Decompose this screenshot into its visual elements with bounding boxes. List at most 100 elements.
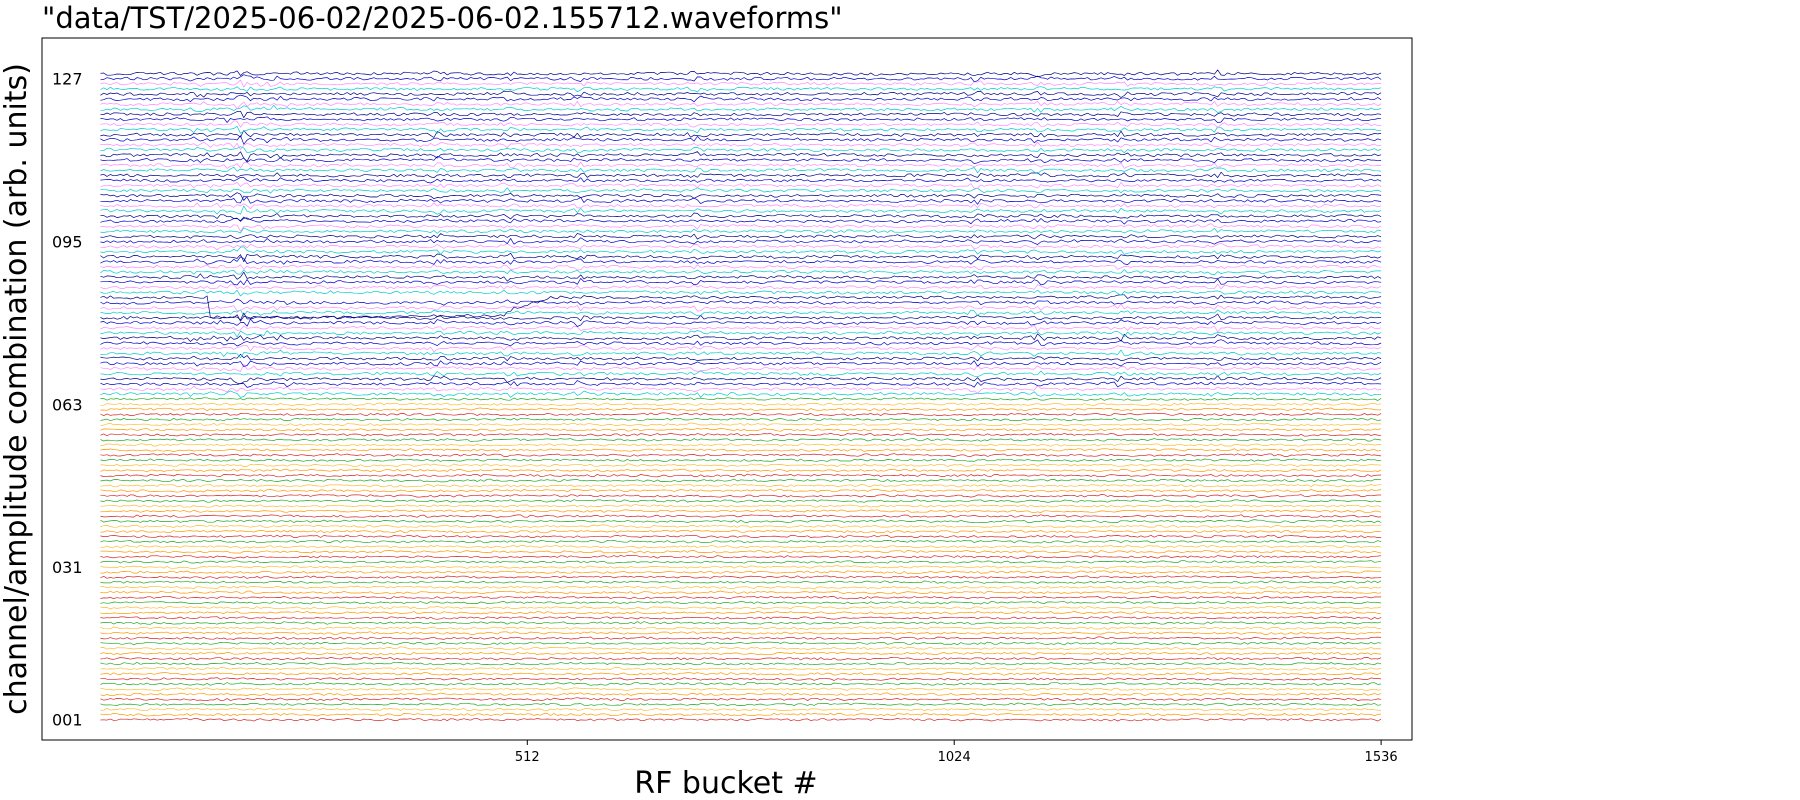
trace-062 bbox=[100, 407, 1382, 412]
trace-068 bbox=[100, 375, 1382, 385]
trace-022 bbox=[100, 611, 1382, 615]
trace-025 bbox=[100, 595, 1382, 600]
trace-010 bbox=[100, 671, 1382, 676]
trace-057 bbox=[100, 432, 1382, 437]
trace-group bbox=[100, 69, 1382, 722]
trace-003 bbox=[100, 707, 1382, 712]
y-tick-label: 031 bbox=[52, 558, 83, 577]
trace-117 bbox=[100, 125, 1382, 134]
trace-024 bbox=[100, 600, 1382, 605]
trace-118 bbox=[100, 120, 1382, 129]
trace-081 bbox=[100, 309, 1382, 317]
trace-106 bbox=[100, 181, 1382, 189]
trace-104 bbox=[100, 192, 1382, 201]
trace-097 bbox=[100, 227, 1382, 234]
trace-037 bbox=[100, 534, 1382, 539]
trace-114 bbox=[100, 141, 1382, 151]
trace-120 bbox=[100, 110, 1382, 119]
trace-017 bbox=[100, 636, 1382, 640]
trace-119 bbox=[100, 116, 1382, 124]
trace-006 bbox=[100, 692, 1382, 697]
trace-113 bbox=[100, 146, 1382, 154]
trace-036 bbox=[100, 539, 1382, 544]
y-tick-label: 127 bbox=[52, 70, 83, 89]
trace-093 bbox=[100, 246, 1382, 255]
trace-001 bbox=[100, 717, 1382, 722]
trace-008 bbox=[100, 681, 1382, 686]
trace-044 bbox=[100, 499, 1382, 503]
trace-048 bbox=[100, 478, 1382, 483]
trace-040 bbox=[100, 519, 1382, 524]
trace-042 bbox=[100, 509, 1382, 514]
trace-054 bbox=[100, 448, 1382, 452]
trace-122 bbox=[100, 100, 1382, 110]
trace-052 bbox=[100, 458, 1382, 462]
trace-100 bbox=[100, 212, 1382, 222]
trace-039 bbox=[100, 524, 1382, 528]
trace-103 bbox=[100, 195, 1382, 205]
trace-069 bbox=[100, 370, 1382, 378]
trace-088 bbox=[100, 271, 1382, 282]
trace-074 bbox=[100, 344, 1382, 353]
trace-111 bbox=[100, 156, 1382, 164]
trace-078 bbox=[100, 324, 1382, 333]
trace-070 bbox=[100, 363, 1382, 372]
trace-065 bbox=[100, 390, 1382, 398]
trace-107 bbox=[100, 176, 1382, 184]
x-tick-label: 1536 bbox=[1365, 750, 1398, 765]
trace-124 bbox=[100, 90, 1382, 98]
trace-098 bbox=[100, 223, 1382, 232]
x-tick-label: 512 bbox=[515, 750, 540, 765]
trace-073 bbox=[100, 349, 1382, 359]
trace-019 bbox=[100, 626, 1382, 630]
trace-127 bbox=[100, 74, 1382, 83]
trace-066 bbox=[100, 385, 1382, 394]
trace-110 bbox=[100, 161, 1382, 169]
trace-101 bbox=[100, 205, 1382, 215]
trace-102 bbox=[100, 202, 1382, 210]
y-axis-ticks: 001 031 063 095 127 bbox=[52, 70, 83, 730]
trace-109 bbox=[100, 166, 1382, 175]
trace-023 bbox=[100, 605, 1382, 610]
trace-053 bbox=[100, 453, 1382, 457]
trace-005 bbox=[100, 697, 1382, 701]
trace-038 bbox=[100, 529, 1382, 534]
trace-011 bbox=[100, 666, 1382, 671]
trace-072 bbox=[100, 353, 1382, 362]
trace-121 bbox=[100, 104, 1382, 113]
trace-009 bbox=[100, 677, 1382, 681]
trace-058 bbox=[100, 427, 1382, 432]
y-tick-label: 095 bbox=[52, 233, 83, 252]
trace-013 bbox=[100, 657, 1382, 661]
trace-056 bbox=[100, 438, 1382, 442]
trace-031 bbox=[100, 565, 1382, 569]
trace-014 bbox=[100, 651, 1382, 656]
trace-020 bbox=[100, 621, 1382, 625]
trace-028 bbox=[100, 580, 1382, 584]
trace-046 bbox=[100, 488, 1382, 493]
trace-095 bbox=[100, 237, 1382, 245]
trace-087 bbox=[100, 278, 1382, 286]
trace-047 bbox=[100, 483, 1382, 488]
trace-029 bbox=[100, 575, 1382, 579]
trace-033 bbox=[100, 554, 1382, 559]
trace-061 bbox=[100, 412, 1382, 417]
trace-115 bbox=[100, 135, 1382, 145]
trace-099 bbox=[100, 217, 1382, 225]
trace-032 bbox=[100, 560, 1382, 564]
trace-091 bbox=[100, 256, 1382, 265]
trace-027 bbox=[100, 585, 1382, 590]
trace-045 bbox=[100, 494, 1382, 498]
trace-092 bbox=[100, 252, 1382, 263]
trace-126 bbox=[100, 79, 1382, 88]
trace-128 bbox=[100, 69, 1382, 78]
trace-096 bbox=[100, 233, 1382, 240]
trace-086 bbox=[100, 283, 1382, 290]
trace-002 bbox=[100, 712, 1382, 717]
trace-016 bbox=[100, 641, 1382, 646]
trace-034 bbox=[100, 549, 1382, 554]
trace-021 bbox=[100, 615, 1382, 620]
y-tick-label: 001 bbox=[52, 711, 83, 730]
trace-035 bbox=[100, 544, 1382, 549]
